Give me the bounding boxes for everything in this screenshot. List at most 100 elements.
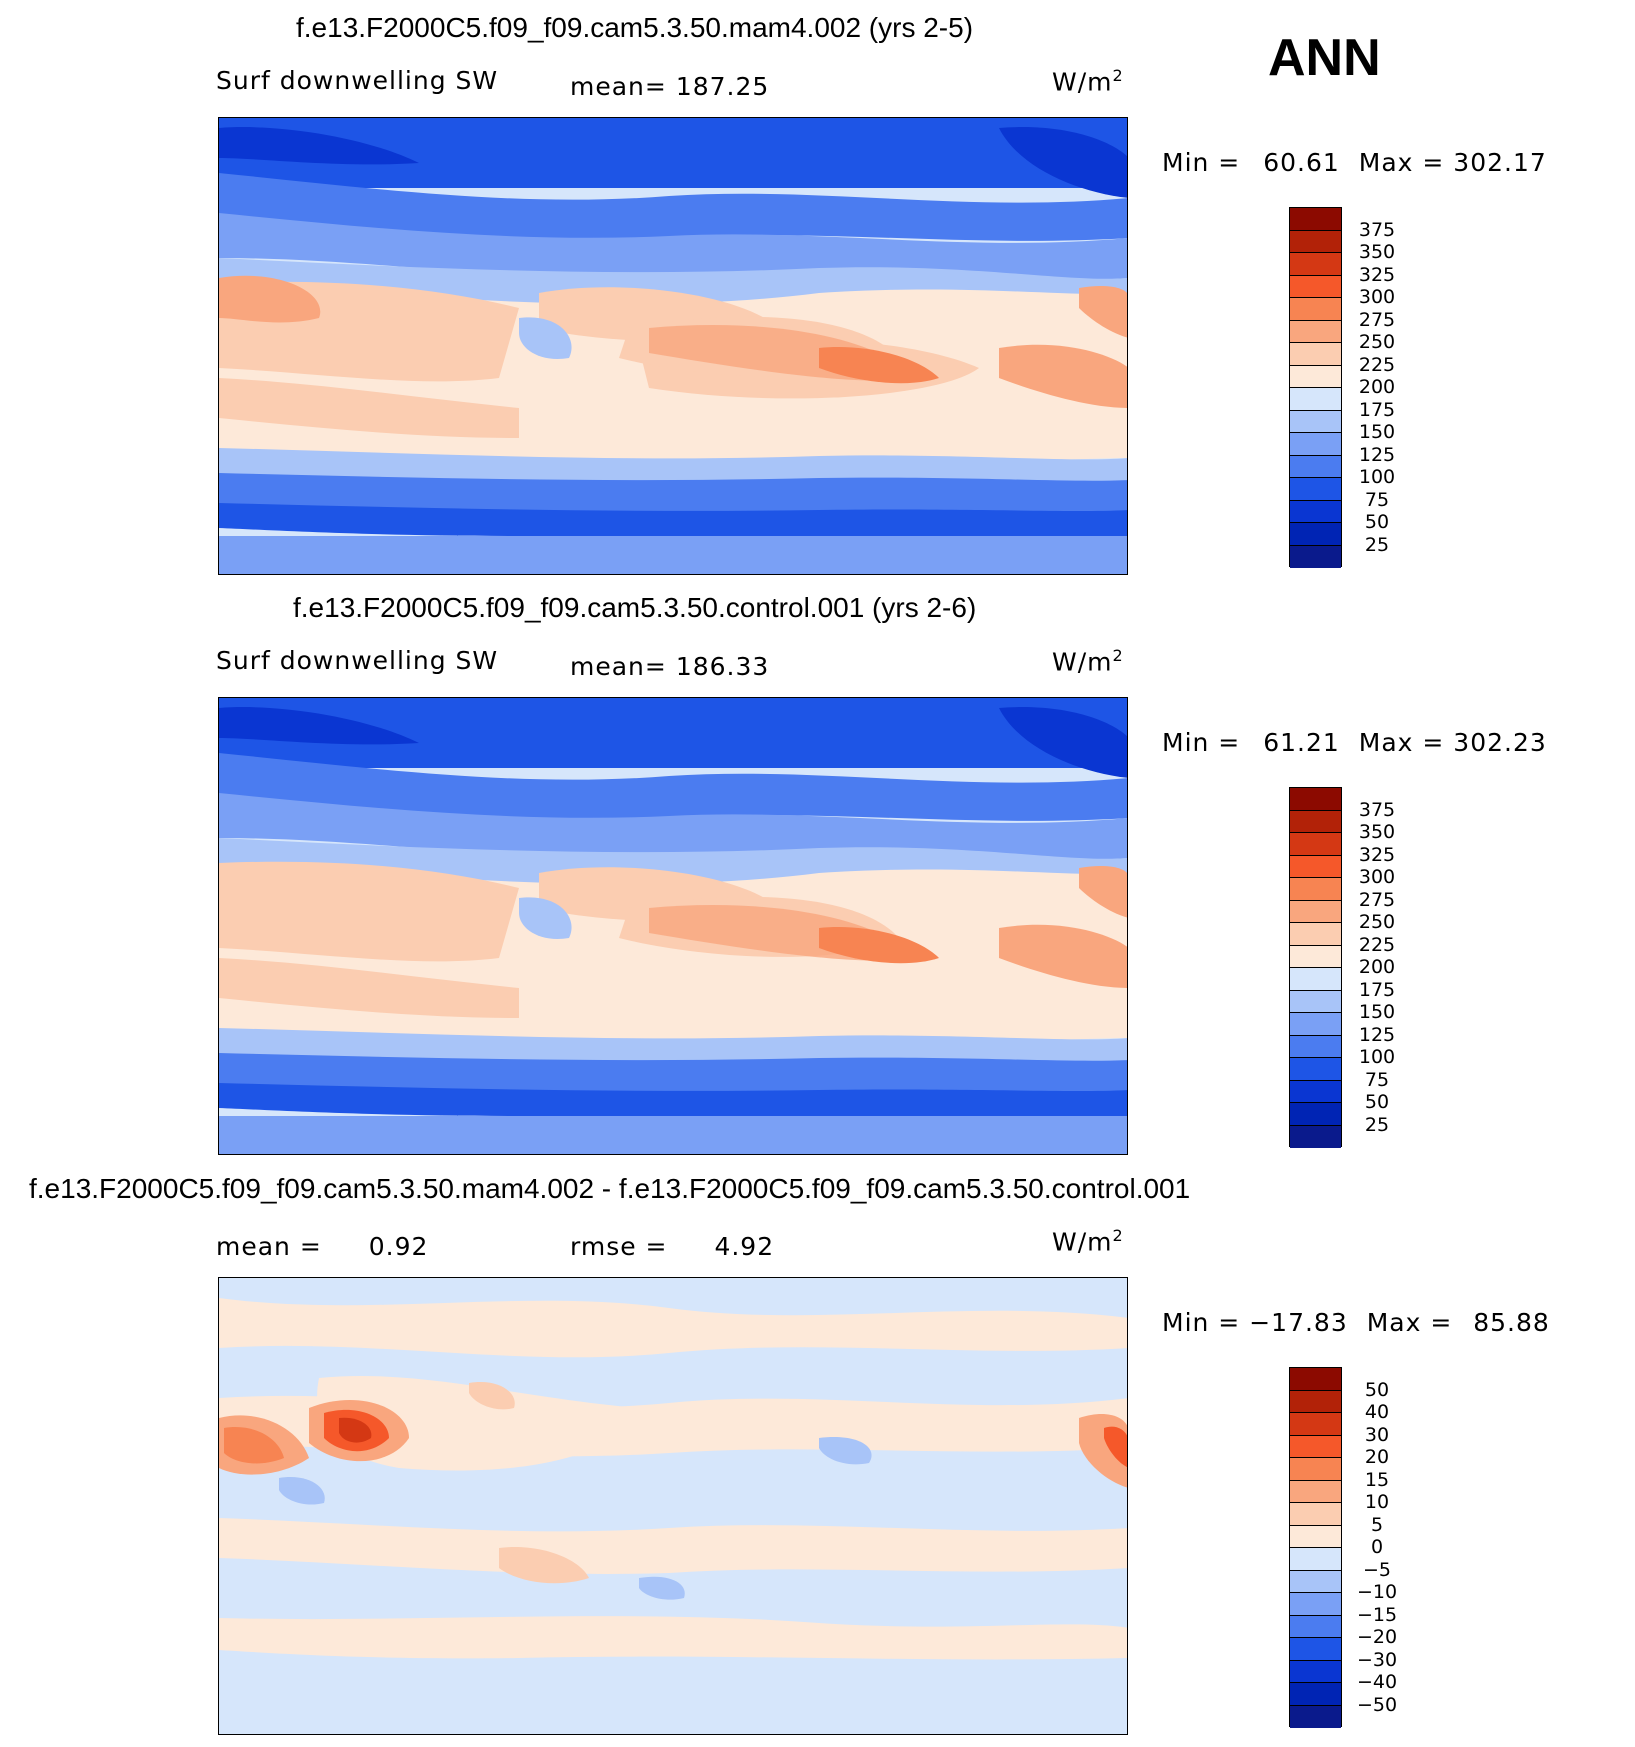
colorbar-tick-label: 275 [1358,888,1396,911]
colorbar-segment [1290,298,1341,321]
panel3-unit-exp: 2 [1112,1226,1124,1245]
colorbar-tick-label: −30 [1356,1648,1398,1671]
colorbar-segment [1290,1435,1341,1458]
panel2-max-label: Max = [1358,728,1445,757]
panel2-unit-exp: 2 [1112,646,1124,665]
colorbar-segment [1290,1080,1341,1103]
colorbar-tick-label: 5 [1370,1513,1384,1536]
panel3-max-label: Max = [1366,1308,1453,1337]
panel2-title: f.e13.F2000C5.f09_f09.cam5.3.50.control.… [293,592,977,623]
colorbar-tick-label: 75 [1364,488,1390,511]
colorbar-segment [1290,923,1341,946]
panel3-mean-label: mean = [216,1232,322,1261]
colorbar-segment [1290,275,1341,298]
colorbar-segment [1290,1413,1341,1436]
colorbar-tick-label: 50 [1364,1091,1390,1113]
colorbar-tick-label: 225 [1358,933,1396,956]
panel3-title: f.e13.F2000C5.f09_f09.cam5.3.50.mam4.002… [29,1173,1191,1204]
colorbar-tick-label: 75 [1364,1068,1390,1091]
panel1-title: f.e13.F2000C5.f09_f09.cam5.3.50.mam4.002… [296,12,974,43]
panel3-rmse-label: rmse = [570,1232,668,1261]
colorbar-tick-label: 175 [1358,398,1396,421]
colorbar-segment [1290,1593,1341,1616]
colorbar-segment [1290,1615,1341,1638]
colorbar-tick-label: 250 [1358,331,1396,353]
colorbar-segment [1290,1705,1341,1728]
colorbar-tick-label: 325 [1358,843,1396,866]
colorbar-tick-label: 100 [1358,1046,1396,1068]
colorbar-tick-label: 225 [1358,353,1396,376]
colorbar-segment [1290,523,1341,546]
colorbar-tick-label: 375 [1358,218,1396,241]
panel3-min-value: −17.83 [1249,1308,1348,1337]
colorbar-segment [1290,208,1341,231]
panel2-minmax: Min = 61.21 Max = 302.23 [1162,728,1547,757]
colorbar-tick-label: 0 [1370,1536,1384,1558]
colorbar-segment [1290,1525,1341,1548]
colorbar-segment [1290,833,1341,856]
colorbar-tick-label: 30 [1364,1423,1390,1446]
panel1-min-label: Min = [1162,148,1241,177]
panel2-mean-value: 186.33 [675,652,770,681]
panel3-field [219,1278,1127,1734]
colorbar-tick-label: 20 [1364,1446,1390,1468]
colorbar-segment [1290,1368,1341,1391]
colorbar-segment [1290,1683,1341,1706]
colorbar-tick-label: 10 [1364,1491,1390,1513]
colorbar-segment [1290,878,1341,901]
colorbar-segment [1290,855,1341,878]
panel2-map [218,697,1128,1155]
panel3-unit-text: W/m [1052,1227,1113,1257]
panel3-mean: mean = 0.92 [216,1232,428,1261]
colorbar-segment [1290,1503,1341,1526]
colorbar-tick-label: 300 [1358,866,1396,888]
colorbar-segment [1290,1058,1341,1081]
colorbar-tick-label: −20 [1356,1626,1398,1648]
colorbar-segment [1290,230,1341,253]
colorbar-segment [1290,365,1341,388]
panel1-colorbar [1289,207,1342,568]
colorbar-segment [1290,968,1341,991]
colorbar-tick-label: 275 [1358,308,1396,331]
colorbar-tick-label: −50 [1356,1693,1398,1716]
colorbar-segment [1290,1480,1341,1503]
panel3-map [218,1277,1128,1735]
colorbar-segment [1290,1570,1341,1593]
panel3-minmax: Min = −17.83 Max = 85.88 [1162,1308,1550,1337]
colorbar-tick-label: 350 [1358,241,1396,263]
panel2-mean: mean= 186.33 [570,652,769,681]
colorbar-segment [1290,810,1341,833]
colorbar-segment [1290,788,1341,811]
colorbar-tick-label: 375 [1358,798,1396,821]
panel2-min-value: 61.21 [1263,728,1340,757]
colorbar-segment [1290,1458,1341,1481]
colorbar-tick-label: −15 [1356,1603,1398,1626]
colorbar-segment [1290,545,1341,568]
colorbar-segment [1290,1125,1341,1148]
colorbar-tick-label: 150 [1358,421,1396,443]
colorbar-tick-label: 325 [1358,263,1396,286]
panel1-min-value: 60.61 [1263,148,1340,177]
panel2-colorbar [1289,787,1342,1148]
colorbar-tick-label: 100 [1358,466,1396,488]
panel1-max-label: Max = [1358,148,1445,177]
colorbar-segment [1290,433,1341,456]
colorbar-segment [1290,1013,1341,1036]
colorbar-segment [1290,455,1341,478]
panel3-max-value: 85.88 [1473,1308,1550,1337]
panel3-rmse: rmse = 4.92 [570,1232,774,1261]
colorbar-segment [1290,410,1341,433]
panel2-variable-label: Surf downwelling SW [216,646,499,675]
panel1-unit: W/m2 [1052,66,1124,96]
colorbar-tick-label: 25 [1364,533,1390,556]
colorbar-tick-label: −5 [1362,1558,1391,1581]
panel2-min-label: Min = [1162,728,1241,757]
colorbar-tick-label: 50 [1364,511,1390,533]
panel1-variable-label: Surf downwelling SW [216,66,499,95]
panel1-mean-value: 187.25 [675,72,770,101]
colorbar-segment [1290,343,1341,366]
colorbar-segment [1290,945,1341,968]
panel2-unit-text: W/m [1052,647,1113,677]
colorbar-segment [1290,1638,1341,1661]
panel3-colorbar [1289,1367,1342,1728]
